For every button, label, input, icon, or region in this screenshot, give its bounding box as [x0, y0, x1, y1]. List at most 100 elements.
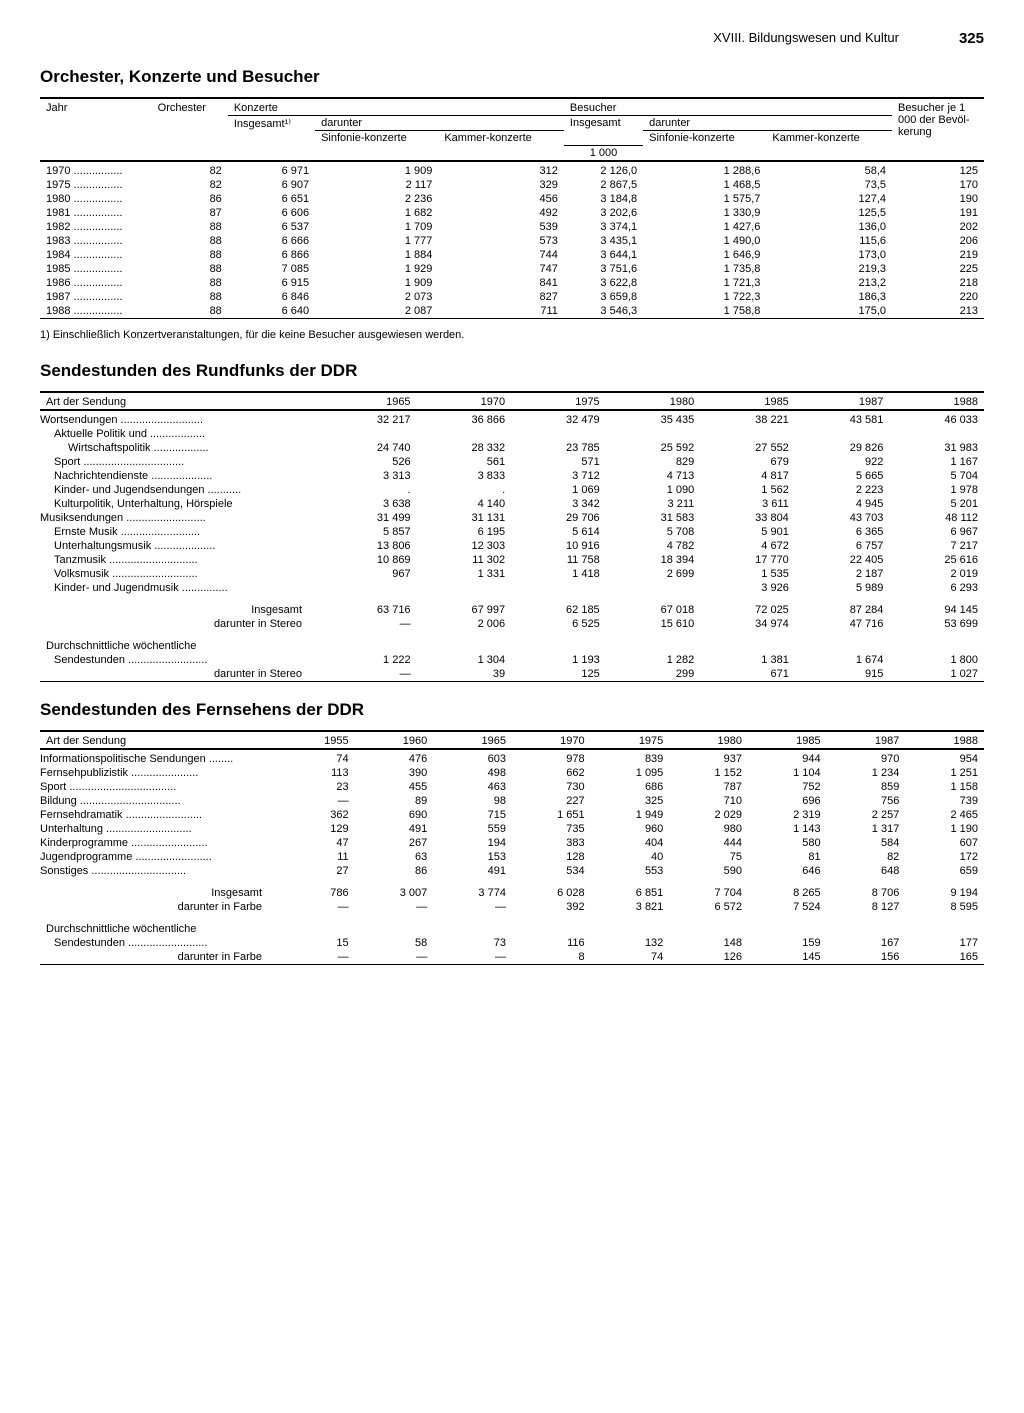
t2-year: 1980 [606, 395, 701, 410]
cell: 219,3 [766, 262, 892, 276]
cell: 679 [700, 455, 795, 469]
table1-title: Orchester, Konzerte und Besucher [40, 67, 984, 87]
t1-h-ins2: Insgesamt [564, 116, 643, 146]
cell: 173,0 [766, 248, 892, 262]
cell: 132 [591, 936, 670, 950]
cell: 1 651 [512, 808, 591, 822]
cell: 362 [282, 808, 355, 822]
row-label: Fernsehdramatik ........................… [40, 808, 282, 822]
cell: 113 [282, 766, 355, 780]
cell: 1 575,7 [643, 192, 766, 206]
cell: 1 331 [417, 567, 512, 581]
table-row: Unterhaltung ...........................… [40, 822, 984, 836]
row-label: Kinderprogramme ........................… [40, 836, 282, 850]
cell: 5 857 [322, 525, 417, 539]
cell: 5 201 [889, 497, 984, 511]
table-row: Sport .................................5… [40, 455, 984, 469]
cell: 603 [433, 752, 512, 766]
cell: 11 [282, 850, 355, 864]
cell: 73,5 [766, 178, 892, 192]
t2-year: 1985 [700, 395, 795, 410]
cell: 1 330,9 [643, 206, 766, 220]
t3-year: 1965 [433, 734, 512, 749]
cell: 6 640 [228, 304, 315, 319]
table-row: Insgesamt63 71667 99762 18567 01872 0258… [40, 603, 984, 617]
table-row: 1983 ................886 6661 7775733 43… [40, 234, 984, 248]
cell: — [355, 900, 434, 914]
cell: 3 833 [417, 469, 512, 483]
cell: 87 284 [795, 603, 890, 617]
table-row: Insgesamt7863 0073 7746 0286 8517 7048 2… [40, 886, 984, 900]
cell: 1 381 [700, 653, 795, 667]
cell: 3 821 [591, 900, 670, 914]
cell: 5 901 [700, 525, 795, 539]
cell: 1 884 [315, 248, 438, 262]
cell: 3 644,1 [564, 248, 643, 262]
cell: 827 [438, 290, 564, 304]
cell: 170 [892, 178, 984, 192]
t1-h-ins1: Insgesamt¹⁾ [228, 116, 315, 146]
cell: 11 758 [511, 553, 606, 567]
cell: 1 143 [748, 822, 827, 836]
table-row: Fernsehpublizistik .....................… [40, 766, 984, 780]
chapter-title: XVIII. Bildungswesen und Kultur [713, 30, 899, 47]
cell [417, 427, 512, 441]
cell: 159 [748, 936, 827, 950]
cell: 29 826 [795, 441, 890, 455]
table-row: Kinder- und Jugendmusik ...............3… [40, 581, 984, 595]
cell: 172 [905, 850, 984, 864]
cell [700, 427, 795, 441]
row-label: Kinder- und Jugendsendungen ........... [40, 483, 322, 497]
t3-col-label: Art der Sendung [40, 734, 282, 749]
cell: 6 851 [591, 886, 670, 900]
cell: 491 [355, 822, 434, 836]
t3-year: 1970 [512, 734, 591, 749]
table-row: Musiksendungen .........................… [40, 511, 984, 525]
cell: . [322, 483, 417, 497]
cell: 8 265 [748, 886, 827, 900]
cell: 175,0 [766, 304, 892, 319]
cell: 1 152 [669, 766, 748, 780]
cell-year: 1985 ................ [40, 262, 152, 276]
cell: 53 699 [889, 617, 984, 631]
table-row: 1987 ................886 8462 0738273 65… [40, 290, 984, 304]
cell: 213,2 [766, 276, 892, 290]
cell: 128 [512, 850, 591, 864]
cell: 31 983 [889, 441, 984, 455]
cell [511, 427, 606, 441]
t1-h-konz: Konzerte [228, 101, 564, 116]
cell [417, 581, 512, 595]
cell: 153 [433, 850, 512, 864]
cell: 24 740 [322, 441, 417, 455]
cell: 2 087 [315, 304, 438, 319]
cell: 115,6 [766, 234, 892, 248]
table-row: 1980 ................866 6512 2364563 18… [40, 192, 984, 206]
cell: 186,3 [766, 290, 892, 304]
cell: 6 028 [512, 886, 591, 900]
cell: 8 127 [827, 900, 906, 914]
cell: 4 140 [417, 497, 512, 511]
t3-year: 1985 [748, 734, 827, 749]
table-row: Sendestunden ..........................1… [40, 653, 984, 667]
cell: 1 158 [905, 780, 984, 794]
row-label: Sonstiges ..............................… [40, 864, 282, 878]
cell: 752 [748, 780, 827, 794]
t3-year: 1955 [282, 734, 355, 749]
table-row: 1970 ................826 9711 9093122 12… [40, 164, 984, 178]
cell: 711 [438, 304, 564, 319]
cell: 2 257 [827, 808, 906, 822]
cell: 696 [748, 794, 827, 808]
cell: 129 [282, 822, 355, 836]
cell: 739 [905, 794, 984, 808]
table-row: Kinder- und Jugendsendungen ............… [40, 483, 984, 497]
cell: 2 073 [315, 290, 438, 304]
cell: 590 [669, 864, 748, 878]
cell: 22 405 [795, 553, 890, 567]
cell: 18 394 [606, 553, 701, 567]
cell: 607 [905, 836, 984, 850]
t2-weekly-label: Durchschnittliche wöchentliche [40, 639, 984, 653]
cell: 88 [152, 248, 228, 262]
cell: 1 758,8 [643, 304, 766, 319]
table-row: Nachrichtendienste ....................3… [40, 469, 984, 483]
cell: 573 [438, 234, 564, 248]
